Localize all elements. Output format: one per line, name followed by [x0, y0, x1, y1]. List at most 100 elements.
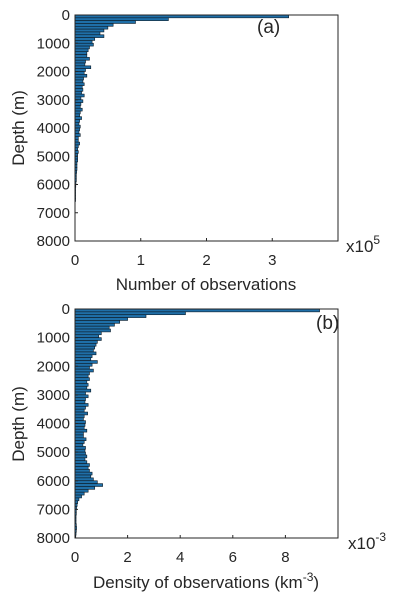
panel-b-bar	[74, 388, 92, 393]
panel-a-bar	[74, 102, 82, 106]
panel-a-yticks: 0 1000 2000 3000 4000 5000 6000 7000 8000	[37, 7, 78, 250]
panel-b-ylabel: Depth (m)	[9, 386, 28, 462]
panel-b-ytick-label: 3000	[37, 387, 70, 404]
panel-b-bar	[74, 403, 89, 407]
panel-a-ytick-label: 5000	[37, 148, 70, 165]
panel-a-bar	[74, 116, 82, 120]
panel-b-ytick-label: 8000	[37, 530, 70, 547]
panel-a-ytick-label: 8000	[37, 233, 70, 250]
panel-b-ytick-label: 7000	[37, 501, 70, 518]
panel-b-xtick-label: 6	[229, 549, 237, 566]
panel-b-bar	[74, 468, 90, 473]
panel-b-ytick-label: 6000	[37, 473, 70, 490]
panel-a-xlabel: Number of observations	[116, 275, 296, 294]
panel-b-bar	[74, 406, 86, 410]
panel-b-yticks: 0 1000 2000 3000 4000 5000 6000 7000 8000	[37, 301, 78, 547]
panel-b-bar	[74, 345, 96, 350]
panel-b-bar	[74, 334, 99, 338]
panel-b-bar	[74, 497, 80, 502]
panel-b-bar	[74, 463, 90, 467]
panel-b-bar	[74, 385, 88, 390]
panel-b-bar	[74, 474, 92, 479]
panel-a-bar	[74, 93, 85, 98]
panel-a-ytick-label: 0	[62, 7, 70, 24]
panel-b-ytick-label: 0	[62, 301, 70, 318]
panel-b-bar	[74, 397, 86, 401]
panel-a-bar	[74, 85, 83, 89]
panel-b-bar	[74, 408, 85, 413]
panel-a-bar	[74, 51, 88, 55]
panel-b-bar	[74, 460, 88, 464]
panel-a-ytick-label: 3000	[37, 92, 70, 109]
panel-b-bar	[74, 311, 186, 316]
panel-b-bar	[74, 494, 82, 499]
panel-a-bar	[74, 25, 109, 30]
panel-a-ytick-label: 7000	[37, 205, 70, 222]
panel-b-ytick-label: 2000	[37, 358, 70, 375]
panel-a-bar	[74, 62, 86, 67]
panel-a-ytick-label: 4000	[37, 120, 70, 137]
panel-a-bar	[74, 90, 82, 95]
panel-a-bar	[74, 110, 81, 115]
panel-b-bar	[74, 317, 128, 321]
panel-b-bar	[74, 443, 84, 447]
panel-b-bar	[74, 440, 85, 444]
panel-a-bar	[74, 88, 84, 92]
panel-a-bar	[74, 107, 83, 112]
panel-a-bar	[74, 31, 101, 36]
panel-b-xlabel: Density of observations (km-3)	[93, 570, 319, 592]
panel-b-bar	[74, 354, 93, 358]
panel-b-label: (b)	[316, 313, 339, 334]
panel-b-bar	[74, 486, 96, 490]
panel-b-bar	[74, 357, 92, 361]
panel-a-bar	[74, 45, 90, 50]
panel-a-bar	[74, 54, 88, 58]
panel-b-bar	[74, 323, 115, 327]
panel-a-ytick-label: 2000	[37, 64, 70, 81]
panel-b-xtick-label: 0	[71, 549, 79, 566]
panel-a-bar	[74, 76, 84, 81]
panel-a-bar	[74, 133, 81, 137]
panel-b-bar	[74, 411, 88, 416]
panel-a-bar	[74, 23, 114, 27]
panel-b-bar	[74, 328, 111, 333]
panel-b-bar	[74, 377, 90, 381]
panel-b-bar	[74, 489, 89, 493]
panel-b-bar	[74, 426, 85, 430]
panel-b-bar	[74, 368, 94, 373]
panel-b-bar	[74, 437, 87, 441]
panel-a-bar	[74, 141, 80, 146]
panel-b-bars	[74, 308, 320, 539]
panel-a-bar	[74, 37, 96, 41]
panel-a-xtick-label: 0	[71, 252, 79, 269]
panel-a-bar	[74, 79, 84, 84]
panel-b-bar	[74, 417, 84, 421]
panel-b-bar	[74, 383, 89, 387]
panel-b-bar	[74, 431, 84, 436]
panel-b-bar	[74, 434, 84, 439]
panel-b-bar	[74, 428, 88, 433]
panel-a-bar	[74, 105, 81, 109]
panel-a-multiplier: x105	[346, 233, 380, 256]
panel-a-xtick-label: 1	[137, 252, 145, 269]
panel-b-bar	[74, 483, 103, 487]
panel-a-label: (a)	[257, 17, 280, 38]
panel-b-ytick-label: 1000	[37, 330, 70, 347]
panel-a-bar	[74, 82, 85, 86]
panel-b-bar	[74, 471, 93, 476]
panel-a-bar	[74, 34, 105, 38]
panel-b-xtick-label: 8	[281, 549, 289, 566]
panel-b-bar	[74, 446, 86, 450]
panel-a-bars	[74, 14, 289, 202]
panel-b-bar	[74, 380, 88, 384]
panel-b-bar	[74, 331, 102, 336]
panel-b-ytick-label: 5000	[37, 444, 70, 461]
panel-b-bar	[74, 348, 94, 353]
panel-a-bar	[74, 130, 80, 134]
panel-b-bar	[74, 414, 85, 419]
panel-b-axes-box	[74, 308, 339, 539]
panel-b-bar	[74, 374, 89, 378]
panel-b-xtick-label: 4	[176, 549, 184, 566]
panel-b-bar	[74, 480, 98, 484]
